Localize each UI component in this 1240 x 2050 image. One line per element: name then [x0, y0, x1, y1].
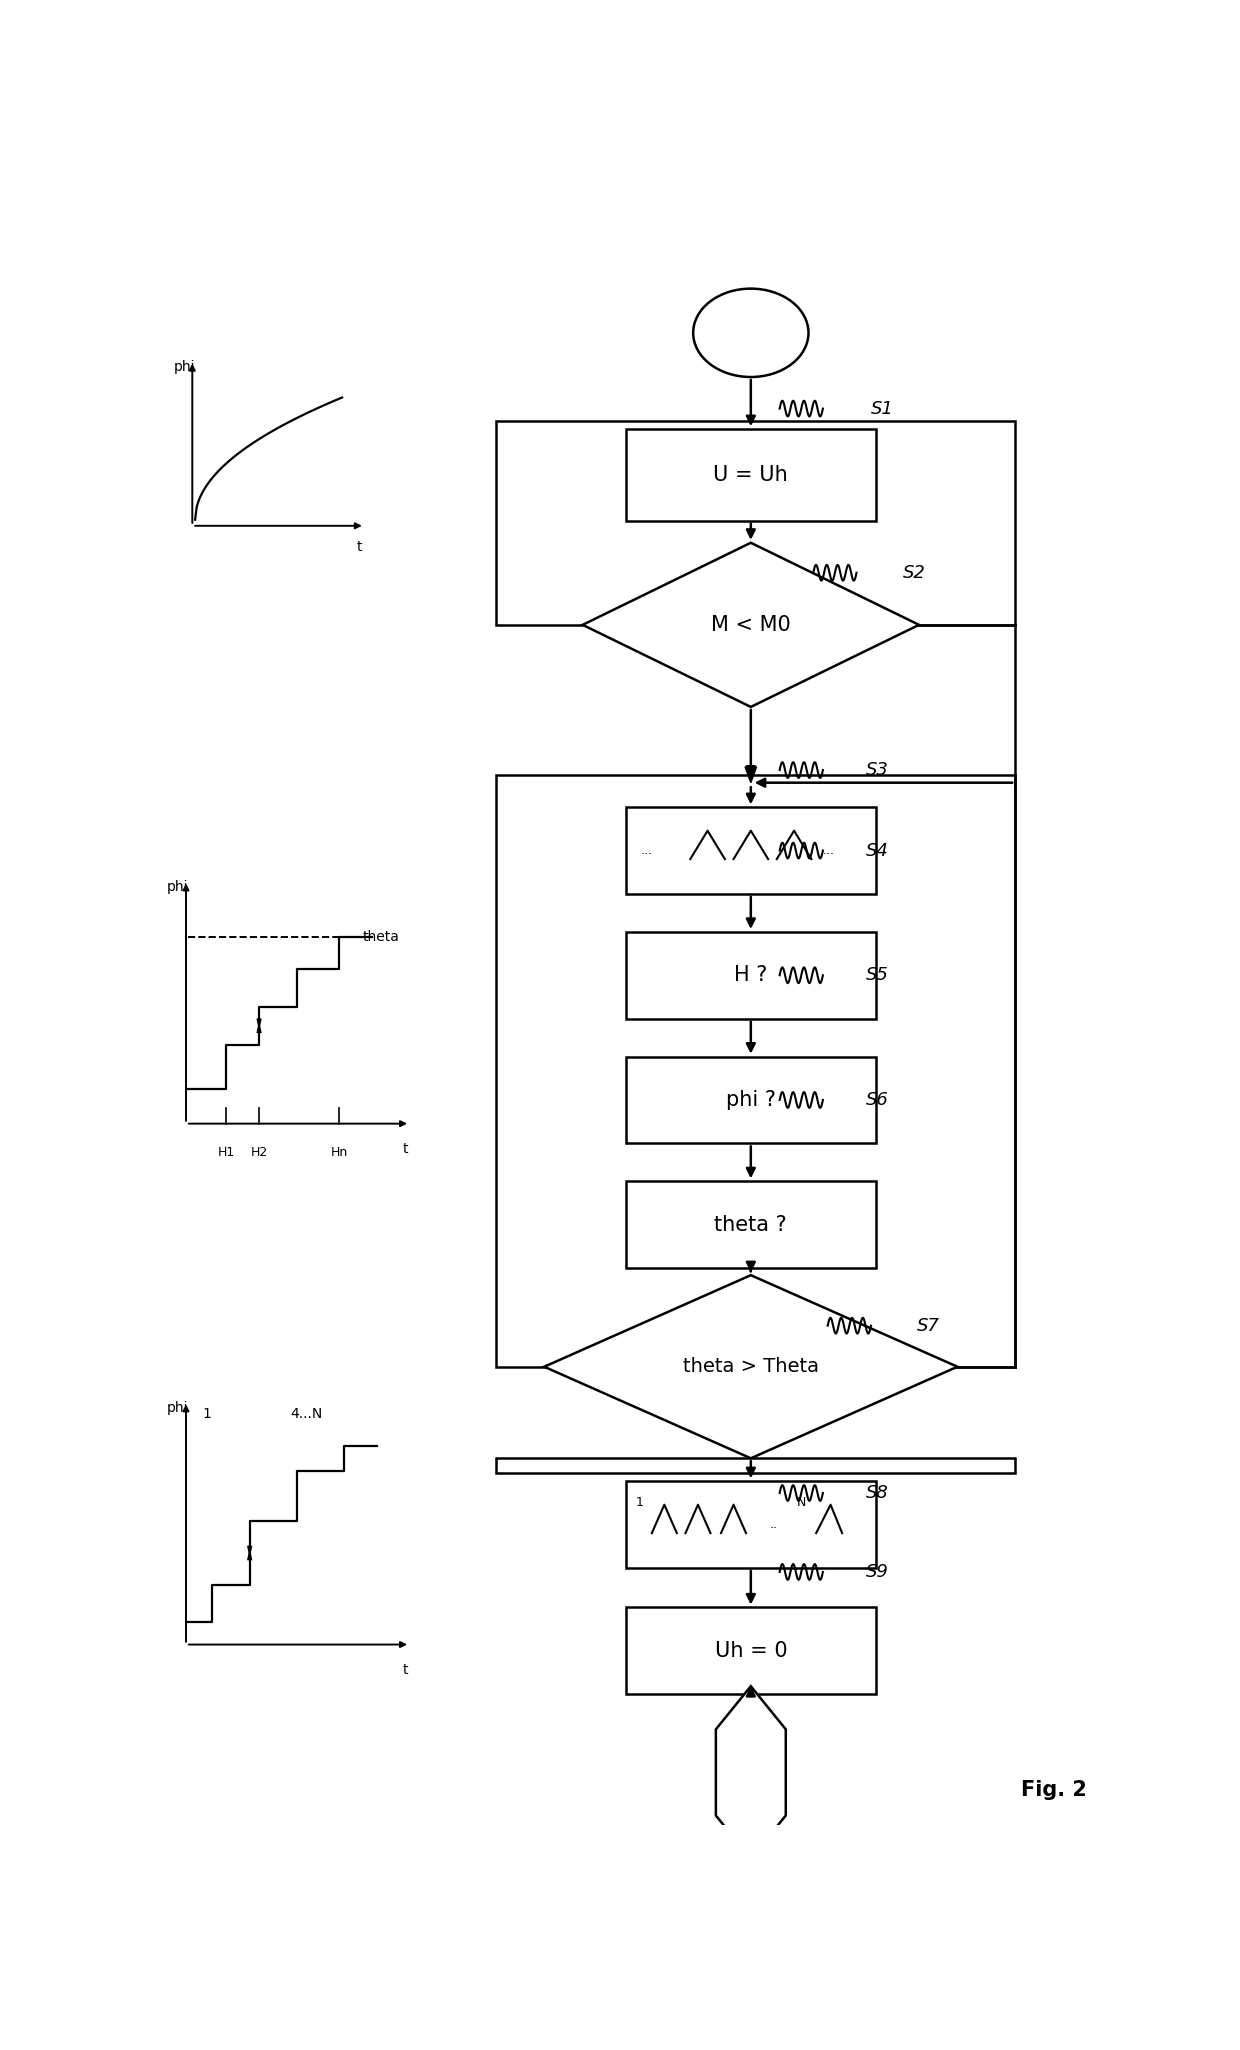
FancyBboxPatch shape	[626, 1607, 875, 1693]
Text: S9: S9	[866, 1562, 889, 1581]
Polygon shape	[583, 543, 919, 707]
Text: N: N	[797, 1496, 806, 1509]
Polygon shape	[544, 1275, 957, 1458]
Text: M < M0: M < M0	[711, 615, 791, 636]
Text: S6: S6	[866, 1091, 889, 1109]
Text: S4: S4	[866, 843, 889, 859]
Text: U = Uh: U = Uh	[713, 465, 789, 486]
Text: S2: S2	[903, 564, 925, 582]
Text: S3: S3	[866, 761, 889, 779]
FancyBboxPatch shape	[626, 1181, 875, 1269]
FancyBboxPatch shape	[626, 428, 875, 521]
Text: ..: ..	[770, 1519, 777, 1531]
Text: ...: ...	[640, 845, 652, 857]
FancyBboxPatch shape	[626, 933, 875, 1019]
Text: Fig. 2: Fig. 2	[1022, 1779, 1087, 1800]
Text: theta ?: theta ?	[714, 1216, 787, 1234]
FancyBboxPatch shape	[626, 808, 875, 894]
Polygon shape	[745, 767, 756, 783]
Text: Uh = 0: Uh = 0	[714, 1640, 787, 1660]
Text: H ?: H ?	[734, 966, 768, 986]
Text: S5: S5	[866, 966, 889, 984]
Polygon shape	[715, 1687, 786, 1859]
Text: theta > Theta: theta > Theta	[683, 1357, 818, 1376]
FancyBboxPatch shape	[626, 1056, 875, 1144]
Text: S7: S7	[918, 1316, 940, 1335]
Ellipse shape	[693, 289, 808, 377]
Text: 1: 1	[635, 1496, 644, 1509]
Text: ...: ...	[823, 845, 835, 857]
Text: phi ?: phi ?	[725, 1091, 776, 1109]
FancyBboxPatch shape	[626, 1482, 875, 1568]
Text: S8: S8	[866, 1484, 889, 1503]
Text: S1: S1	[870, 400, 894, 418]
